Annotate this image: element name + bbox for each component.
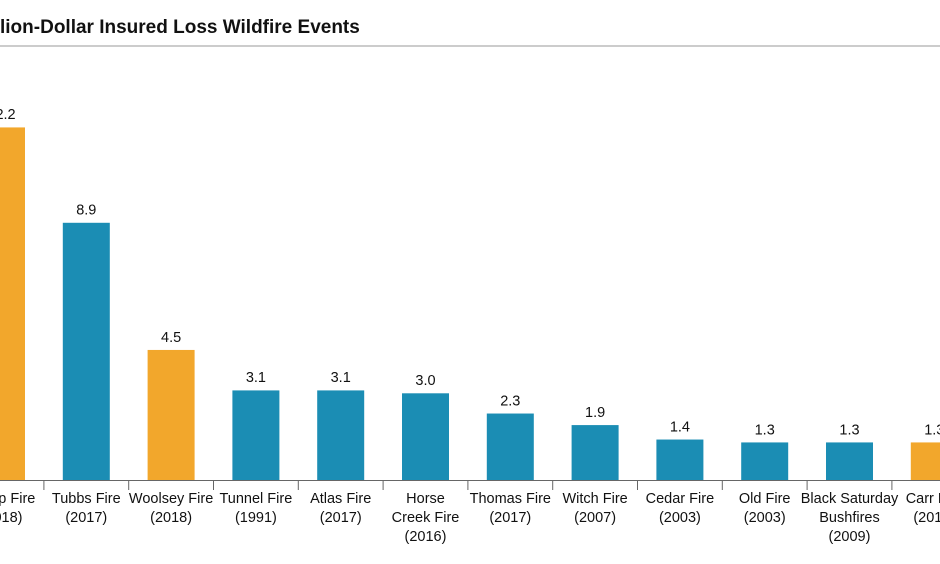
bar <box>826 442 873 480</box>
x-tick-label: Thomas Fire <box>470 491 551 507</box>
bar <box>910 442 940 480</box>
x-tick-label: Creek Fire <box>392 510 460 526</box>
bar <box>402 393 449 480</box>
chart-title: lion-Dollar Insured Loss Wildfire Events <box>0 17 360 38</box>
x-tick-label: (2018) <box>150 510 192 526</box>
value-label: 3.0 <box>415 373 435 389</box>
x-tick-label: (2016) <box>405 529 447 545</box>
value-label: 2.3 <box>500 393 520 409</box>
x-tick-label: Horse <box>406 491 445 507</box>
bar <box>0 127 25 481</box>
bar <box>232 390 280 480</box>
x-tick-label: Witch Fire <box>562 491 627 507</box>
x-tick-label: Woolsey Fire <box>129 491 213 507</box>
value-label: 1.9 <box>585 405 605 421</box>
bar <box>486 413 534 480</box>
x-tick-label: Tubbs Fire <box>52 491 121 507</box>
bar <box>317 390 365 480</box>
value-label: 1.3 <box>924 422 940 438</box>
x-tick-label: (2017) <box>489 510 531 526</box>
x-tick-label: Black Saturday <box>801 491 899 507</box>
value-label: 1.3 <box>755 422 775 438</box>
x-tick-label: Old Fire <box>739 491 791 507</box>
x-tick-label: (2003) <box>744 510 786 526</box>
bar <box>571 425 619 480</box>
value-label: 3.1 <box>331 370 351 386</box>
x-tick-label: (2018) <box>913 510 940 526</box>
bar <box>147 349 195 480</box>
bar <box>656 439 704 480</box>
bar <box>62 222 110 481</box>
x-tick-label: (1991) <box>235 510 277 526</box>
x-tick-label: Tunnel Fire <box>219 491 292 507</box>
value-label: 3.1 <box>246 370 266 386</box>
x-tick-label: Camp Fire <box>0 491 35 507</box>
x-tick-label: Cedar Fire <box>646 491 715 507</box>
x-tick-label: Atlas Fire <box>310 491 371 507</box>
x-tick-label: (2017) <box>65 510 107 526</box>
value-label: 1.4 <box>670 419 690 435</box>
value-label: 4.5 <box>161 330 181 346</box>
x-tick-label: (2009) <box>829 529 871 545</box>
x-tick-label: Bushfires <box>819 510 879 526</box>
value-label: 1.3 <box>839 422 859 438</box>
value-label: 8.9 <box>76 203 96 219</box>
x-tick-label: (2007) <box>574 510 616 526</box>
x-tick-label: (2018) <box>0 510 22 526</box>
value-label: 12.2 <box>0 107 16 123</box>
x-tick-label: (2017) <box>320 510 362 526</box>
bar <box>741 442 789 480</box>
x-tick-label: (2003) <box>659 510 701 526</box>
x-tick-label: Carr Fire <box>906 491 940 507</box>
